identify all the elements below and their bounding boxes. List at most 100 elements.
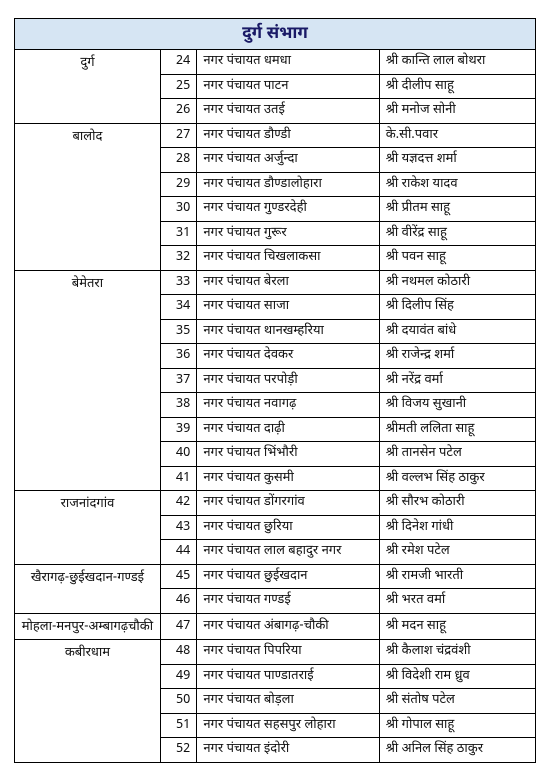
- sn-cell: 33: [160, 270, 196, 295]
- sn-cell: 43: [160, 515, 196, 540]
- nagar-cell: नगर पंचायत चिखलाकसा: [197, 246, 379, 271]
- name-cell: श्री दयावंत बांधे: [379, 319, 535, 344]
- name-cell: श्री नरेंद्र वर्मा: [379, 368, 535, 393]
- name-cell: श्री तानसेन पटेल: [379, 442, 535, 467]
- sn-cell: 36: [160, 344, 196, 369]
- table-row: मोहला-मनपुर-अम्बागढ़चौकी47नगर पंचायत अंब…: [15, 613, 536, 640]
- nagar-cell: नगर पंचायत भिंभौरी: [197, 442, 379, 467]
- name-cell: श्री गोपाल साहू: [379, 713, 535, 738]
- name-cell: श्री भरत वर्मा: [379, 589, 535, 614]
- nagar-cell: नगर पंचायत बेरला: [197, 270, 379, 295]
- nagar-cell: नगर पंचायत डौण्डालोहारा: [197, 172, 379, 197]
- sn-cell: 44: [160, 540, 196, 565]
- nagar-cell: नगर पंचायत देवकर: [197, 344, 379, 369]
- district-cell: कबीरधाम: [15, 640, 161, 763]
- name-cell: श्री राकेश यादव: [379, 172, 535, 197]
- nagar-cell: नगर पंचायत इंदोरी: [197, 738, 379, 763]
- name-cell: श्री विजय सुखानी: [379, 393, 535, 418]
- nagar-cell: नगर पंचायत बोड़ला: [197, 689, 379, 714]
- sn-cell: 27: [160, 123, 196, 148]
- name-cell: श्री मदन साहू: [379, 613, 535, 640]
- nagar-cell: नगर पंचायत डोंगरगांव: [197, 491, 379, 516]
- sn-cell: 47: [160, 613, 196, 640]
- name-cell: श्री दिनेश गांधी: [379, 515, 535, 540]
- nagar-cell: नगर पंचायत गुण्डरदेही: [197, 197, 379, 222]
- sn-cell: 32: [160, 246, 196, 271]
- nagar-cell: नगर पंचायत थानखम्हरिया: [197, 319, 379, 344]
- name-cell: श्री वीरेंद्र साहू: [379, 221, 535, 246]
- name-cell: श्री कैलाश चंद्रवंशी: [379, 640, 535, 665]
- sn-cell: 37: [160, 368, 196, 393]
- sn-cell: 25: [160, 74, 196, 99]
- table-row: राजनांदगांव42नगर पंचायत डोंगरगांवश्री सौ…: [15, 491, 536, 516]
- table-row: बेमेतरा33नगर पंचायत बेरलाश्री नथमल कोठार…: [15, 270, 536, 295]
- table-row: खैरागढ़-छुईखदान-गण्डई45नगर पंचायत छुईखदा…: [15, 564, 536, 589]
- sn-cell: 34: [160, 295, 196, 320]
- name-cell: श्री विदेशी राम ध्रुव: [379, 664, 535, 689]
- table-row: बालोद27नगर पंचायत डौण्डीके.सी.पवार: [15, 123, 536, 148]
- durg-table: दुर्ग संभाग दुर्ग24नगर पंचायत धमधाश्री क…: [14, 18, 536, 763]
- name-cell: श्री मनोज सोनी: [379, 99, 535, 124]
- sn-cell: 24: [160, 50, 196, 75]
- nagar-cell: नगर पंचायत लाल बहादुर नगर: [197, 540, 379, 565]
- sn-cell: 26: [160, 99, 196, 124]
- name-cell: श्री यज्ञदत्त शर्मा: [379, 148, 535, 173]
- nagar-cell: नगर पंचायत पिपरिया: [197, 640, 379, 665]
- district-cell: दुर्ग: [15, 50, 161, 124]
- nagar-cell: नगर पंचायत पाण्डातराई: [197, 664, 379, 689]
- name-cell: के.सी.पवार: [379, 123, 535, 148]
- nagar-cell: नगर पंचायत डौण्डी: [197, 123, 379, 148]
- nagar-cell: नगर पंचायत गण्डई: [197, 589, 379, 614]
- name-cell: श्री पवन साहू: [379, 246, 535, 271]
- district-cell: राजनांदगांव: [15, 491, 161, 565]
- sn-cell: 35: [160, 319, 196, 344]
- sn-cell: 48: [160, 640, 196, 665]
- nagar-cell: नगर पंचायत उतई: [197, 99, 379, 124]
- sn-cell: 38: [160, 393, 196, 418]
- sn-cell: 52: [160, 738, 196, 763]
- sn-cell: 30: [160, 197, 196, 222]
- name-cell: श्री रामजी भारती: [379, 564, 535, 589]
- sn-cell: 46: [160, 589, 196, 614]
- sn-cell: 28: [160, 148, 196, 173]
- nagar-cell: नगर पंचायत अर्जुन्दा: [197, 148, 379, 173]
- name-cell: श्री कान्ति लाल बोथरा: [379, 50, 535, 75]
- nagar-cell: नगर पंचायत गुरूर: [197, 221, 379, 246]
- sn-cell: 45: [160, 564, 196, 589]
- name-cell: श्री दिलीप सिंह: [379, 295, 535, 320]
- table-header: दुर्ग संभाग: [15, 19, 536, 50]
- name-cell: श्री नथमल कोठारी: [379, 270, 535, 295]
- nagar-cell: नगर पंचायत कुसमी: [197, 466, 379, 491]
- nagar-cell: नगर पंचायत छुईखदान: [197, 564, 379, 589]
- sn-cell: 29: [160, 172, 196, 197]
- nagar-cell: नगर पंचायत सहसपुर लोहारा: [197, 713, 379, 738]
- nagar-cell: नगर पंचायत अंबागढ़-चौकी: [197, 613, 379, 640]
- name-cell: श्री सौरभ कोठारी: [379, 491, 535, 516]
- district-cell: मोहला-मनपुर-अम्बागढ़चौकी: [15, 613, 161, 640]
- name-cell: श्री वल्लभ सिंह ठाकुर: [379, 466, 535, 491]
- nagar-cell: नगर पंचायत दाढ़ी: [197, 417, 379, 442]
- district-cell: बालोद: [15, 123, 161, 270]
- sn-cell: 51: [160, 713, 196, 738]
- name-cell: श्री संतोष पटेल: [379, 689, 535, 714]
- district-cell: खैरागढ़-छुईखदान-गण्डई: [15, 564, 161, 613]
- sn-cell: 49: [160, 664, 196, 689]
- nagar-cell: नगर पंचायत छुरिया: [197, 515, 379, 540]
- name-cell: श्री दीलीप साहू: [379, 74, 535, 99]
- nagar-cell: नगर पंचायत नवागढ़: [197, 393, 379, 418]
- sn-cell: 31: [160, 221, 196, 246]
- nagar-cell: नगर पंचायत पाटन: [197, 74, 379, 99]
- name-cell: श्रीमती ललिता साहू: [379, 417, 535, 442]
- name-cell: श्री रमेश पटेल: [379, 540, 535, 565]
- table-row: दुर्ग24नगर पंचायत धमधाश्री कान्ति लाल बो…: [15, 50, 536, 75]
- district-cell: बेमेतरा: [15, 270, 161, 491]
- sn-cell: 50: [160, 689, 196, 714]
- name-cell: श्री राजेन्द्र शर्मा: [379, 344, 535, 369]
- nagar-cell: नगर पंचायत साजा: [197, 295, 379, 320]
- nagar-cell: नगर पंचायत धमधा: [197, 50, 379, 75]
- name-cell: श्री प्रीतम साहू: [379, 197, 535, 222]
- sn-cell: 39: [160, 417, 196, 442]
- sn-cell: 42: [160, 491, 196, 516]
- name-cell: श्री अनिल सिंह ठाकुर: [379, 738, 535, 763]
- nagar-cell: नगर पंचायत परपोड़ी: [197, 368, 379, 393]
